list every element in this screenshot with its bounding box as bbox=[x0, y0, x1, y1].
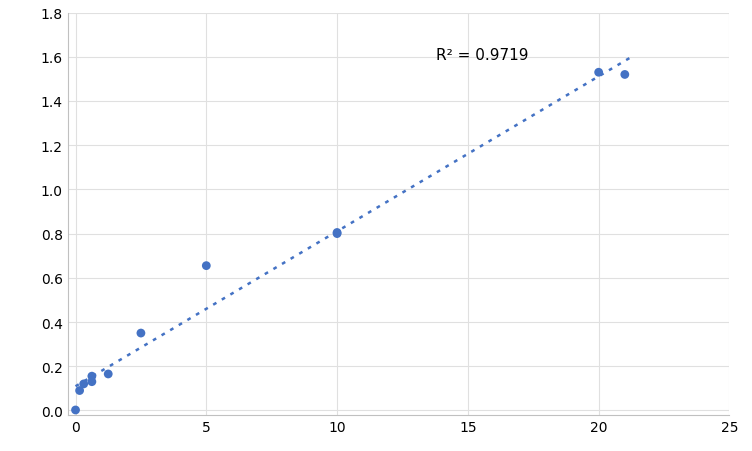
Point bbox=[77, 381, 89, 388]
Point bbox=[331, 230, 343, 237]
Text: R² = 0.9719: R² = 0.9719 bbox=[436, 48, 529, 63]
Point bbox=[135, 330, 147, 337]
Point bbox=[69, 406, 81, 414]
Point bbox=[593, 69, 605, 77]
Point bbox=[86, 373, 98, 380]
Point bbox=[200, 262, 212, 270]
Point bbox=[619, 72, 631, 79]
Point bbox=[74, 387, 86, 394]
Point bbox=[86, 378, 98, 386]
Point bbox=[331, 230, 343, 238]
Point bbox=[102, 371, 114, 378]
